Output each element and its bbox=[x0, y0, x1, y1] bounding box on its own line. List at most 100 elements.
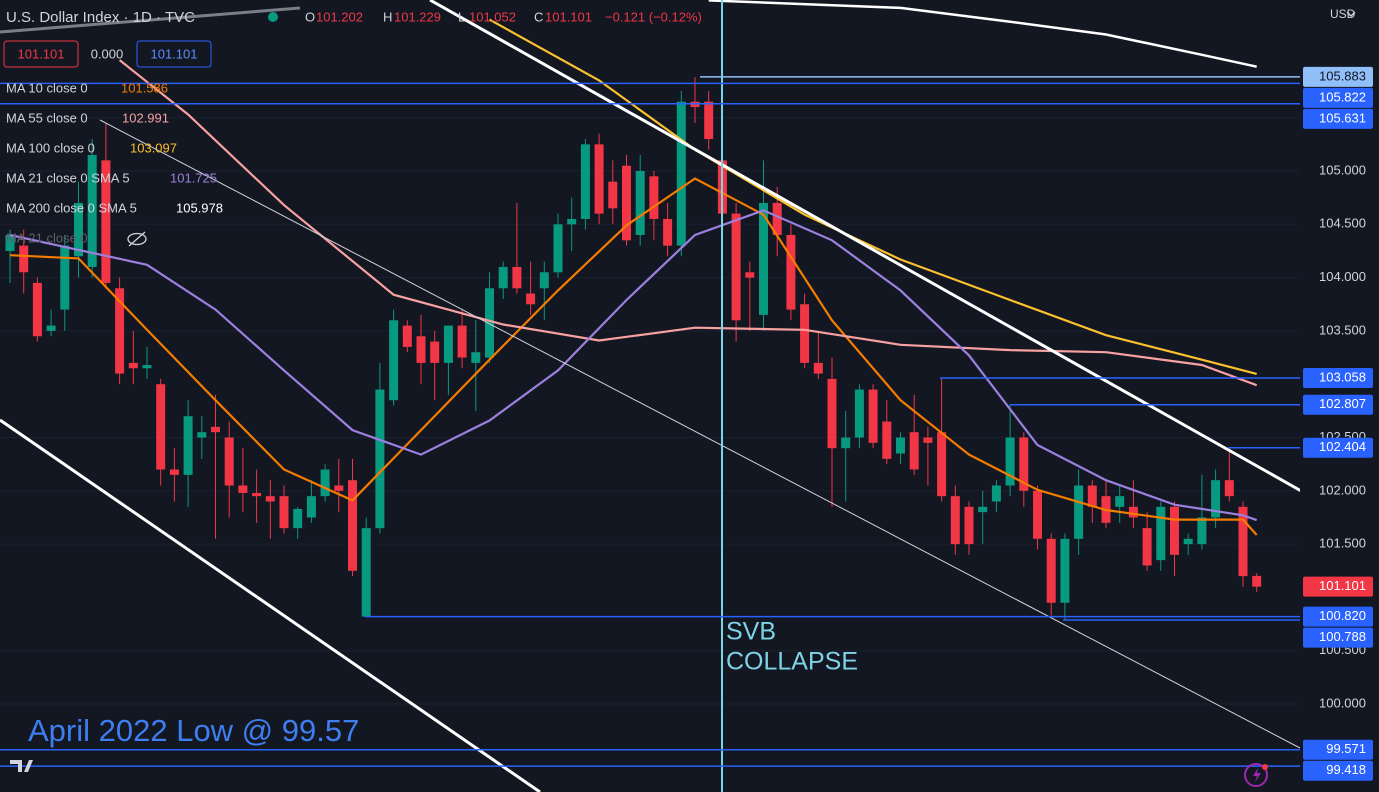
candle-body bbox=[1115, 496, 1125, 507]
ma-line bbox=[9, 177, 1258, 536]
alert-bolt[interactable] bbox=[1253, 768, 1261, 782]
candle-body bbox=[882, 421, 892, 459]
price-label-box bbox=[1303, 394, 1373, 415]
plot-area bbox=[0, 0, 1300, 705]
candle-body bbox=[868, 389, 878, 443]
candle-body bbox=[1087, 485, 1097, 507]
change: −0.121 (−0.12%) bbox=[605, 9, 702, 24]
candle-body bbox=[265, 496, 275, 502]
candle-body bbox=[594, 144, 604, 214]
alert-icon[interactable] bbox=[1244, 763, 1268, 787]
buy-price[interactable]: 101.101 bbox=[151, 46, 198, 61]
candle-body bbox=[539, 272, 549, 289]
legend-label[interactable]: MA 10 close 0 bbox=[6, 80, 88, 95]
alert-dot bbox=[1262, 764, 1268, 770]
candle-body bbox=[485, 288, 494, 358]
legend-label[interactable]: MA 100 close 0 bbox=[6, 140, 95, 155]
candle-body bbox=[498, 266, 508, 289]
hide-icon[interactable] bbox=[127, 231, 147, 247]
candle-body bbox=[1142, 528, 1152, 566]
symbol-title[interactable]: U.S. Dollar Index · 1D · TVC bbox=[6, 9, 195, 26]
candle-body bbox=[841, 437, 851, 449]
candle-body bbox=[813, 362, 823, 374]
buy-box[interactable] bbox=[136, 40, 212, 68]
candle-body bbox=[5, 234, 15, 251]
candle-body bbox=[772, 202, 782, 235]
price-label: 100.820 bbox=[1319, 608, 1366, 623]
candle-body bbox=[238, 485, 248, 493]
candle-body bbox=[1074, 485, 1084, 539]
candle-body bbox=[60, 245, 70, 310]
ohlc-key: H bbox=[383, 9, 392, 24]
candle-body bbox=[183, 416, 193, 475]
candle-body bbox=[19, 245, 29, 273]
price-label-box bbox=[1303, 739, 1373, 760]
overlay bbox=[0, 76, 1300, 767]
candle-body bbox=[224, 437, 234, 486]
trend-line bbox=[99, 119, 1301, 749]
price-label: 99.571 bbox=[1326, 741, 1366, 756]
candle-body bbox=[471, 352, 481, 363]
candle-body bbox=[964, 506, 974, 545]
legend-label[interactable]: MA 21 close 0 SMA 5 bbox=[6, 170, 130, 185]
candle-body bbox=[348, 480, 357, 571]
currency-label[interactable]: USD bbox=[1330, 7, 1356, 21]
ohlc-value: 101.229 bbox=[394, 9, 441, 24]
eye-slash[interactable] bbox=[128, 231, 146, 247]
candle-body bbox=[1046, 538, 1056, 603]
candle-body bbox=[156, 384, 166, 470]
ohlc-value: 101.052 bbox=[469, 9, 516, 24]
candle-body bbox=[622, 165, 631, 241]
channel-line bbox=[429, 0, 1304, 494]
candle-body bbox=[74, 202, 83, 257]
ohlc-key: C bbox=[534, 9, 543, 24]
candle-body bbox=[1005, 437, 1015, 486]
candle-body bbox=[704, 101, 714, 140]
candle-body bbox=[1156, 506, 1166, 561]
sell-box[interactable] bbox=[3, 40, 79, 68]
legend-label[interactable]: MA 200 close 0 SMA 5 bbox=[6, 200, 137, 215]
candle-body bbox=[1252, 575, 1262, 587]
candle-body bbox=[375, 389, 385, 529]
sell-price[interactable]: 101.101 bbox=[18, 46, 65, 61]
event-annotation: SVB bbox=[726, 618, 776, 646]
hidden-indicator[interactable]: MA 21 close 0 bbox=[6, 230, 88, 245]
candle-body bbox=[1019, 437, 1029, 491]
candle-body bbox=[115, 288, 125, 374]
candle-body bbox=[306, 496, 316, 518]
currency-caret[interactable] bbox=[1346, 11, 1356, 17]
ma-line bbox=[708, 0, 1257, 68]
candle-body bbox=[443, 325, 453, 363]
legend-value: 105.978 bbox=[176, 200, 223, 215]
candle-body bbox=[211, 426, 220, 433]
candle-body bbox=[457, 325, 467, 358]
ohlc-values: O 101.202 H 101.229 L 101.052 C 101.101 −0.121 (… bbox=[305, 9, 702, 24]
price-label: 102.404 bbox=[1319, 439, 1366, 454]
candle-body bbox=[909, 432, 919, 470]
candle-body bbox=[46, 325, 56, 331]
candle-body bbox=[745, 272, 755, 278]
candle-body bbox=[197, 432, 207, 438]
candle-body bbox=[1170, 506, 1179, 555]
candle-body bbox=[759, 202, 768, 315]
candle-body bbox=[854, 389, 864, 438]
candle-body bbox=[1238, 506, 1248, 577]
candle-body bbox=[800, 304, 810, 363]
indicator-legend: MA 10 close 0 101.586 MA 55 close 0 102.991… bbox=[6, 80, 223, 215]
candle-body bbox=[293, 508, 303, 529]
candle-body bbox=[402, 325, 412, 347]
legend-label[interactable]: MA 55 close 0 bbox=[6, 110, 88, 125]
ohlc-value: 101.202 bbox=[316, 9, 363, 24]
candle-body bbox=[389, 320, 399, 401]
ohlc-key: O bbox=[305, 9, 315, 24]
candle-body bbox=[430, 341, 440, 363]
candle-body bbox=[1224, 480, 1234, 497]
candle-body bbox=[553, 224, 563, 273]
y-tick-label: 105.000 bbox=[1319, 162, 1366, 177]
candle-body bbox=[580, 144, 590, 219]
eye-icon[interactable] bbox=[127, 232, 147, 246]
logo[interactable] bbox=[10, 760, 33, 772]
candle-body bbox=[567, 218, 577, 225]
